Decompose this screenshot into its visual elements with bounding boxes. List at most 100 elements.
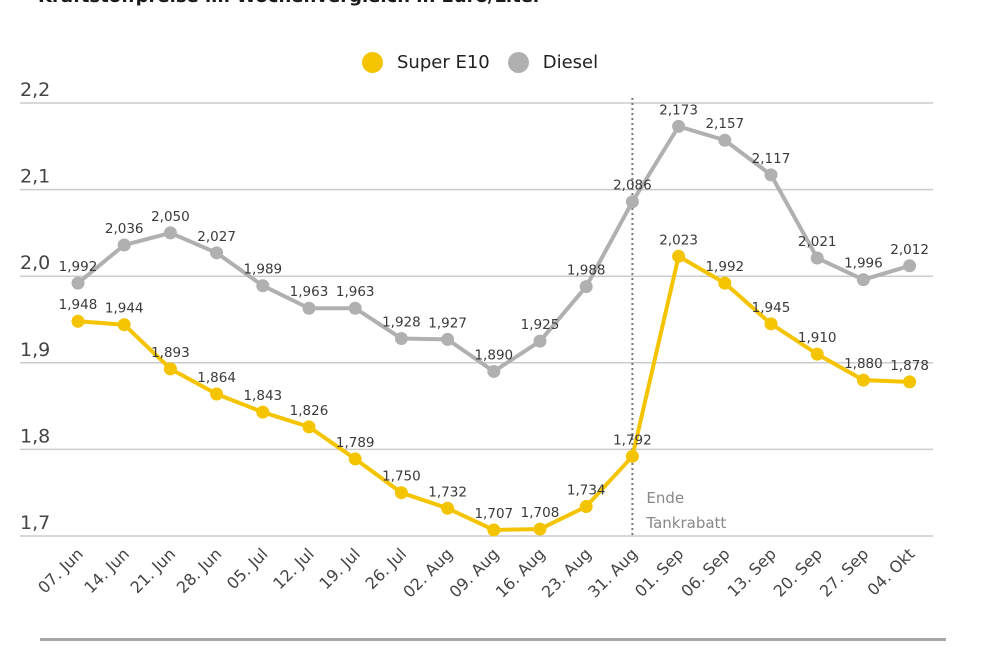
x-tick-label: 23. Aug — [538, 544, 595, 601]
data-point-diesel — [302, 301, 316, 315]
data-point-diesel — [579, 280, 593, 294]
data-point-super-e10 — [810, 347, 824, 361]
data-label-super-e10: 1,826 — [290, 403, 329, 419]
data-point-diesel — [348, 301, 362, 315]
y-tick-label: 2,2 — [20, 79, 50, 101]
data-point-super-e10 — [579, 500, 593, 514]
annotation-text: Ende — [646, 489, 684, 507]
data-point-super-e10 — [256, 405, 270, 419]
legend-label-super-e10: Super E10 — [397, 52, 490, 73]
x-tick-label: 16. Aug — [492, 544, 549, 601]
chart-title: Kraftstoffpreise im Wochenvergleich in E… — [38, 0, 542, 7]
data-label-diesel: 2,157 — [705, 116, 744, 132]
x-tick-label: 12. Jul — [269, 544, 318, 593]
data-label-super-e10: 1,910 — [798, 330, 837, 346]
data-point-super-e10 — [487, 523, 501, 537]
data-label-diesel: 2,173 — [659, 102, 698, 118]
x-tick-label: 21. Jun — [127, 544, 180, 597]
data-point-diesel — [764, 168, 778, 182]
footer-divider — [40, 638, 946, 641]
x-tick-label: 20. Sep — [770, 544, 826, 600]
data-point-diesel — [533, 334, 547, 348]
data-label-super-e10: 1,880 — [844, 356, 883, 372]
data-point-diesel — [903, 259, 917, 273]
data-point-super-e10 — [764, 317, 778, 331]
data-point-diesel — [441, 332, 455, 346]
legend-label-diesel: Diesel — [542, 52, 599, 73]
data-point-super-e10 — [441, 501, 455, 515]
x-tick-label: 19. Jul — [315, 544, 364, 593]
data-point-super-e10 — [856, 373, 870, 387]
data-point-super-e10 — [625, 449, 639, 463]
annotation-text: Tankrabatt — [645, 514, 726, 532]
data-label-diesel: 2,086 — [613, 178, 652, 194]
x-tick-label: 13. Sep — [723, 544, 779, 600]
data-label-super-e10: 1,945 — [752, 300, 791, 316]
y-tick-label: 1,8 — [20, 425, 50, 447]
data-label-super-e10: 1,789 — [336, 435, 375, 451]
series-line-super-e10 — [76, 254, 912, 532]
data-point-diesel — [672, 119, 686, 133]
legend: Super E10 Diesel — [362, 52, 616, 73]
x-tick-label: 14. Jun — [80, 544, 133, 597]
x-tick-label: 27. Sep — [816, 544, 872, 600]
y-tick-label: 2,0 — [20, 252, 50, 274]
y-tick-label: 2,1 — [20, 166, 50, 188]
data-label-super-e10: 1,707 — [474, 506, 513, 522]
data-label-diesel: 2,021 — [798, 234, 837, 250]
data-label-diesel: 2,036 — [105, 221, 144, 237]
data-point-diesel — [718, 133, 732, 147]
data-label-super-e10: 1,732 — [428, 484, 467, 500]
data-label-diesel: 1,963 — [336, 284, 375, 300]
data-point-diesel — [856, 273, 870, 287]
data-label-super-e10: 1,750 — [382, 469, 421, 485]
data-point-diesel — [71, 276, 85, 290]
legend-dot-diesel — [507, 52, 529, 73]
data-label-super-e10: 1,864 — [197, 370, 236, 386]
legend-item-super-e10[interactable]: Super E10 — [362, 52, 490, 73]
data-label-diesel: 2,050 — [151, 209, 190, 225]
data-point-super-e10 — [302, 420, 316, 434]
x-tick-label: 07. Jun — [34, 544, 87, 597]
data-label-super-e10: 1,992 — [705, 259, 744, 275]
data-label-diesel: 2,117 — [752, 151, 791, 167]
data-point-diesel — [394, 332, 408, 346]
data-label-super-e10: 1,792 — [613, 432, 652, 448]
data-label-diesel: 2,012 — [890, 242, 929, 258]
x-tick-label: 28. Jun — [173, 544, 226, 597]
data-label-super-e10: 1,948 — [59, 297, 98, 313]
data-point-super-e10 — [903, 375, 917, 389]
data-point-diesel — [625, 195, 639, 209]
data-label-super-e10: 1,893 — [151, 345, 190, 361]
x-tick-label: 01. Sep — [631, 544, 687, 600]
data-label-diesel: 1,996 — [844, 256, 883, 272]
data-label-super-e10: 1,944 — [105, 301, 144, 317]
data-point-super-e10 — [672, 249, 686, 263]
data-label-diesel: 1,963 — [290, 284, 329, 300]
data-point-diesel — [810, 251, 824, 265]
data-label-super-e10: 1,843 — [243, 388, 282, 404]
data-label-diesel: 1,989 — [243, 262, 282, 278]
data-label-diesel: 1,988 — [567, 263, 606, 279]
data-point-super-e10 — [210, 387, 224, 401]
data-point-super-e10 — [163, 362, 177, 376]
data-point-super-e10 — [348, 452, 362, 466]
legend-item-diesel[interactable]: Diesel — [507, 52, 599, 73]
x-tick-label: 09. Aug — [446, 544, 503, 601]
data-point-super-e10 — [394, 486, 408, 500]
data-label-diesel: 1,992 — [59, 259, 98, 275]
data-label-diesel: 1,927 — [428, 315, 467, 331]
data-label-super-e10: 1,878 — [890, 358, 929, 374]
data-point-diesel — [117, 238, 131, 252]
y-tick-label: 1,7 — [20, 512, 50, 534]
data-point-diesel — [163, 226, 177, 240]
data-point-diesel — [256, 279, 270, 293]
y-tick-label: 1,9 — [20, 339, 50, 361]
x-tick-label: 02. Aug — [399, 544, 456, 601]
data-point-super-e10 — [71, 314, 85, 328]
data-point-super-e10 — [117, 318, 131, 332]
data-label-super-e10: 1,708 — [521, 505, 560, 521]
data-point-diesel — [487, 364, 501, 378]
legend-dot-super-e10 — [362, 52, 383, 73]
